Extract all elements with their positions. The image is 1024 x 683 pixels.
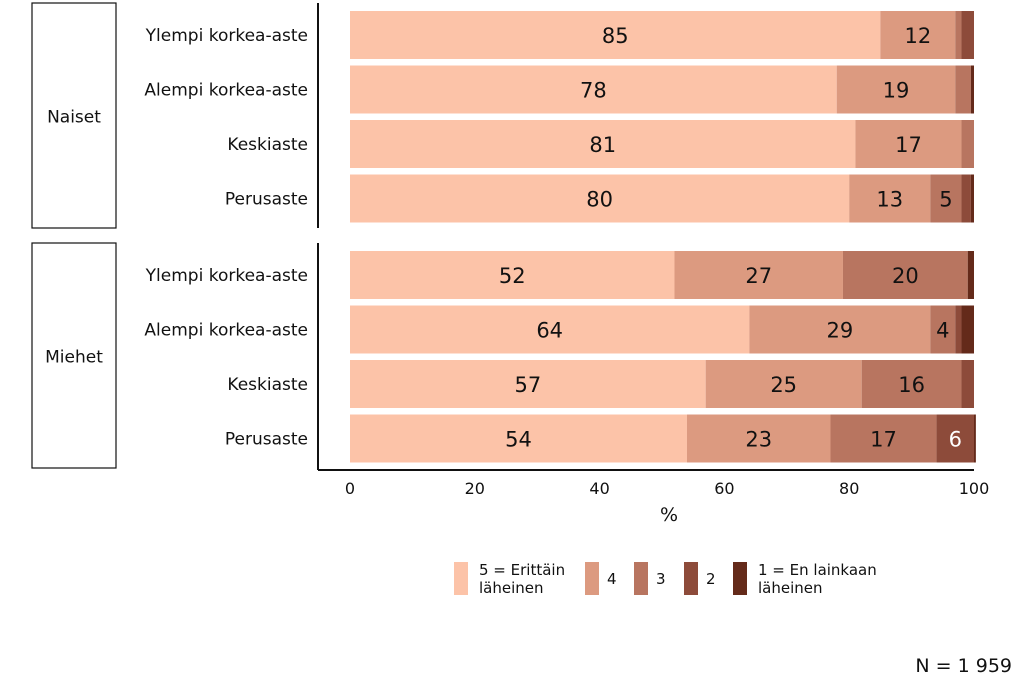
x-tick-label: 0: [345, 479, 355, 498]
bar-segment: [970, 65, 974, 114]
bar-segment: [350, 360, 706, 408]
bar-segment: [880, 11, 956, 59]
category-label: Alempi korkea-aste: [144, 81, 308, 101]
legend-swatch: [585, 562, 599, 595]
bar-segment: [350, 251, 675, 299]
bar-segment: [930, 174, 962, 223]
data-label: 13: [876, 188, 903, 212]
bar-segment: [842, 251, 968, 299]
bar-segment: [967, 251, 974, 299]
group-label: Miehet: [45, 348, 103, 368]
bar-segment: [350, 305, 750, 354]
data-label: 19: [883, 79, 910, 103]
bar-segment: [955, 305, 962, 354]
bar-segment: [961, 11, 974, 59]
legend-label: 5 = Erittäin: [479, 561, 565, 579]
bar-segment: [961, 305, 974, 354]
x-tick-label: 80: [839, 479, 859, 498]
category-label: Ylempi korkea-aste: [145, 266, 308, 286]
data-label: 54: [505, 428, 532, 452]
data-label: 81: [589, 133, 616, 157]
data-label: 64: [536, 319, 563, 343]
x-axis-title: %: [660, 504, 678, 526]
data-label: 20: [892, 264, 919, 288]
bar-segment: [350, 65, 837, 114]
legend-swatch: [454, 562, 468, 595]
data-label: 80: [586, 188, 613, 212]
data-label: 17: [870, 428, 897, 452]
category-label: Keskiaste: [227, 135, 308, 155]
x-tick-label: 100: [959, 479, 990, 498]
data-label: 6: [949, 428, 962, 452]
bar-segment: [686, 414, 831, 463]
category-label: Keskiaste: [227, 375, 308, 395]
bar-segment: [830, 414, 937, 463]
legend-label: 2: [706, 570, 716, 588]
data-label: 78: [580, 79, 607, 103]
bar-segment: [861, 360, 962, 408]
group-box: [31, 2, 117, 229]
data-label: 12: [904, 24, 931, 48]
category-label: Perusaste: [225, 430, 308, 450]
data-label: 25: [770, 373, 797, 397]
x-tick-label: 40: [589, 479, 609, 498]
legend-label: läheinen: [479, 579, 544, 597]
sample-size-note: N = 1 959: [915, 655, 1012, 677]
bar-segment: [974, 414, 976, 463]
data-label: 85: [602, 24, 629, 48]
legend-swatch: [634, 562, 648, 595]
bar-segment: [936, 414, 974, 463]
data-label: 4: [936, 319, 949, 343]
bar-segment: [961, 360, 974, 408]
bar-segment: [855, 120, 962, 168]
bar-segment: [930, 305, 956, 354]
bar-segment: [674, 251, 843, 299]
group-label: Naiset: [47, 108, 101, 128]
legend-label: läheinen: [758, 579, 823, 597]
legend-swatch: [684, 562, 698, 595]
data-label: 29: [826, 319, 853, 343]
bar-segment: [705, 360, 862, 408]
data-label: 23: [745, 428, 772, 452]
data-label: 52: [499, 264, 526, 288]
data-label: 17: [895, 133, 922, 157]
bar-segment: [955, 65, 971, 114]
legend-swatch: [733, 562, 747, 595]
data-label: 27: [745, 264, 772, 288]
bar-segment: [961, 174, 971, 223]
bar-segment: [955, 11, 962, 59]
data-label: 16: [898, 373, 925, 397]
x-tick-label: 20: [465, 479, 485, 498]
bar-segment: [350, 174, 850, 223]
legend-label: 4: [607, 570, 617, 588]
legend-label: 3: [656, 570, 666, 588]
x-tick-label: 60: [714, 479, 734, 498]
bar-segment: [961, 120, 974, 168]
data-label: 5: [939, 188, 952, 212]
group-box: [31, 242, 117, 469]
category-label: Alempi korkea-aste: [144, 321, 308, 341]
category-label: Ylempi korkea-aste: [145, 26, 308, 46]
bar-segment: [350, 11, 881, 59]
legend-label: 1 = En lainkaan: [758, 561, 877, 579]
bar-segment: [749, 305, 931, 354]
bar-segment: [836, 65, 956, 114]
bar-segment: [970, 174, 974, 223]
bar-segment: [350, 414, 687, 463]
category-label: Perusaste: [225, 190, 308, 210]
bar-segment: [350, 120, 856, 168]
data-label: 57: [514, 373, 541, 397]
bar-segment: [849, 174, 931, 223]
